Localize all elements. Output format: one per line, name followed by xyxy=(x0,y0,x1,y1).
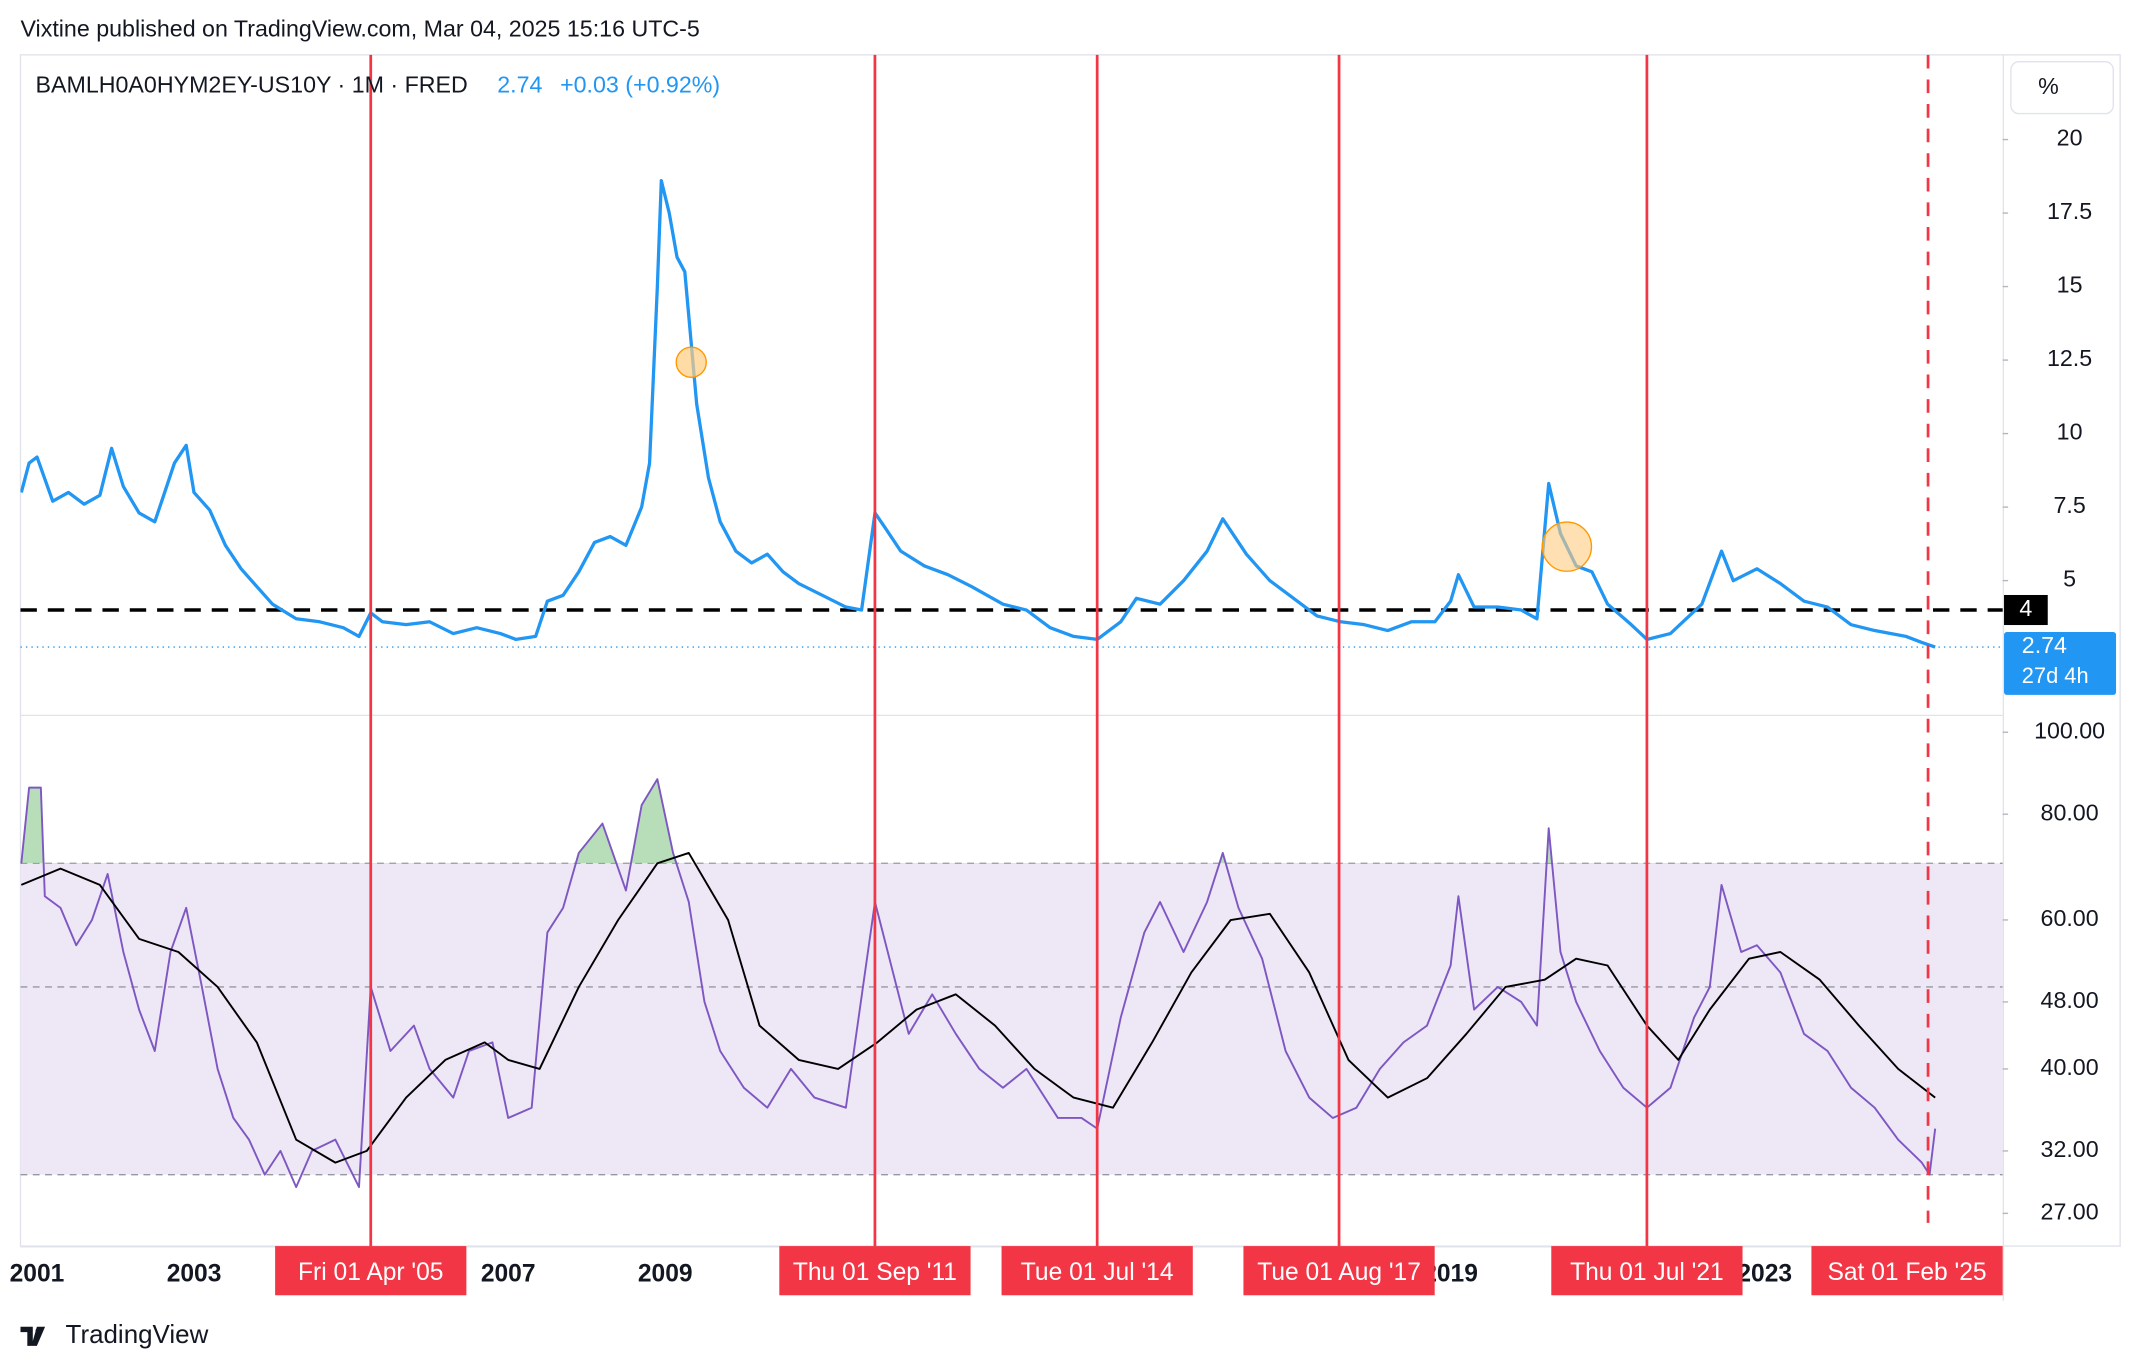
logo-dot xyxy=(35,1328,41,1334)
series-line xyxy=(20,778,1937,1189)
y-tick-label: 80.00 xyxy=(2041,799,2099,825)
axis-layer: 5 7.5 10 12.5 15 17.5 20 4 2.74 27d 4h 2001 2003 200… xyxy=(10,125,2117,1296)
y-tick-label: 10 xyxy=(2057,419,2083,445)
event-tag xyxy=(1811,1246,2003,1296)
x-tick-label: 2001 xyxy=(10,1260,65,1287)
x-tick-label: 2003 xyxy=(167,1260,222,1287)
main-layer xyxy=(20,179,2003,1189)
hline-label: 4 xyxy=(2019,595,2032,621)
y-tick-label: 60.00 xyxy=(2041,905,2099,931)
y-tick-label: 17.5 xyxy=(2047,198,2092,224)
y-tick-label: 15 xyxy=(2057,272,2083,298)
background-layer xyxy=(20,862,2003,1176)
event-tag xyxy=(779,1246,971,1296)
event-tag xyxy=(1243,1246,1435,1296)
event-layer xyxy=(369,54,1930,1247)
header: Vixtine published on TradingView.com, Ma… xyxy=(20,15,699,41)
frame xyxy=(19,54,2121,1247)
event-label: Sat 01 Feb '25 xyxy=(1827,1259,1986,1286)
x-tick-label: 2023 xyxy=(1737,1260,1792,1287)
y-tick-label: 32.00 xyxy=(2041,1136,2099,1162)
legend-value: 2.74 xyxy=(497,71,542,97)
countdown-label: 27d 4h xyxy=(2022,663,2089,688)
marker-circle xyxy=(1541,521,1593,572)
event-label: Thu 01 Jul '21 xyxy=(1570,1259,1724,1286)
last-value-label: 2.74 xyxy=(2022,632,2067,658)
marker-circle xyxy=(675,346,707,378)
footer-logo: TradingView xyxy=(20,1321,209,1349)
y-tick-label: 7.5 xyxy=(2053,492,2085,518)
legend-change: +0.03 (+0.92%) xyxy=(560,71,720,97)
unit-label[interactable]: % xyxy=(2038,73,2059,99)
x-tick-label: 2007 xyxy=(481,1260,536,1287)
series-line xyxy=(20,851,1936,1164)
event-label: Tue 01 Jul '14 xyxy=(1021,1259,1174,1286)
logo-mark xyxy=(20,1326,46,1346)
y-tick-label: 12.5 xyxy=(2047,345,2092,371)
y-tick-label: 40.00 xyxy=(2041,1054,2099,1080)
y-tick-label: 27.00 xyxy=(2041,1199,2099,1225)
symbol-legend: BAMLH0A0HYM2EY-US10Y · 1M · FRED xyxy=(36,71,468,97)
hline-tag xyxy=(2004,594,2048,626)
event-label: Tue 01 Aug '17 xyxy=(1257,1259,1421,1286)
footer-text: TradingView xyxy=(66,1321,209,1349)
event-label: Thu 01 Sep '11 xyxy=(793,1259,957,1286)
y-tick-label: 100.00 xyxy=(2034,717,2105,743)
event-tag xyxy=(275,1246,467,1296)
x-tick-label: 2009 xyxy=(638,1260,693,1287)
event-tag xyxy=(1551,1246,1743,1296)
event-tag xyxy=(1001,1246,1193,1296)
y-tick-label: 20 xyxy=(2057,125,2083,151)
event-label: Fri 01 Apr '05 xyxy=(298,1259,443,1286)
y-tick-label: 5 xyxy=(2063,566,2076,592)
unit-button[interactable] xyxy=(2010,61,2114,115)
last-value-tag xyxy=(2004,632,2117,695)
band-fill xyxy=(20,863,2003,1175)
y-tick-label: 48.00 xyxy=(2041,987,2099,1013)
